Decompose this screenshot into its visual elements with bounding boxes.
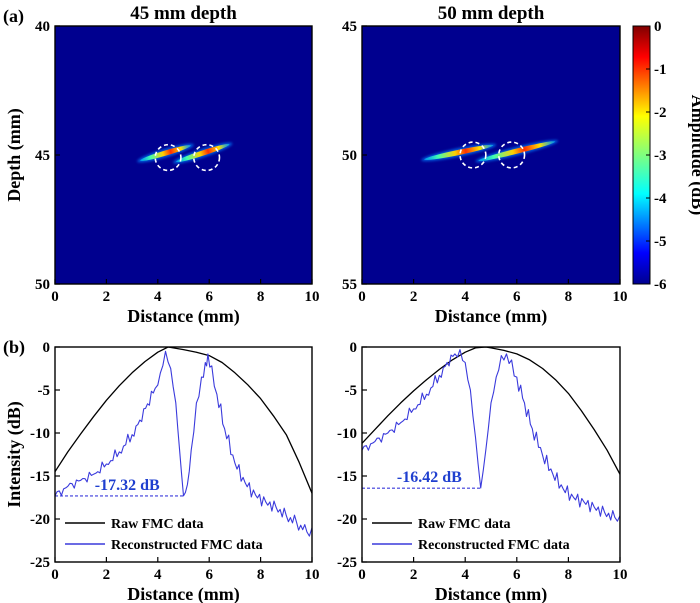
- chart-title: 45 mm depth: [130, 3, 237, 24]
- x-tick-label: 10: [305, 289, 320, 305]
- y-tick-label: -20: [337, 512, 357, 528]
- x-tick-label: 4: [461, 567, 469, 583]
- heatmap-streak: [421, 143, 497, 162]
- legend-entry: Reconstructed FMC data: [418, 538, 570, 553]
- y-tick-label: 45: [35, 148, 50, 164]
- panel-label-a: (a): [3, 6, 24, 27]
- defect-circle: [459, 141, 487, 169]
- line-chart-50mm: -16.42 dB Raw FMC data Reconstructed FMC d…: [337, 340, 628, 603]
- x-axis-label: Distance (mm): [435, 584, 547, 603]
- y-tick-label: -20: [30, 512, 50, 528]
- x-tick-label: 2: [103, 567, 111, 583]
- annotation-label: -16.42 dB: [397, 469, 462, 486]
- x-tick-label: 8: [565, 289, 573, 305]
- heatmap-background: [55, 26, 312, 284]
- y-tick-label: -25: [30, 555, 50, 571]
- x-tick-label: 8: [257, 567, 265, 583]
- colorbar-label: Amplitude (dB): [687, 95, 700, 216]
- x-tick-label: 2: [103, 289, 111, 305]
- x-tick-label: 10: [613, 567, 628, 583]
- line-chart-45mm: -17.32 dB Raw FMC data Reconstructed FMC d…: [4, 340, 320, 603]
- x-tick-label: 2: [410, 567, 418, 583]
- series-line-reconstructed: [362, 349, 620, 522]
- y-tick-label: -25: [337, 555, 357, 571]
- y-tick-label: 0: [350, 340, 358, 356]
- colorbar-tick-label: -3: [654, 148, 667, 164]
- series-group: [55, 347, 312, 537]
- y-tick-label: -10: [337, 426, 357, 442]
- colorbar-tick-label: -6: [654, 277, 667, 293]
- y-tick-label: 0: [43, 340, 51, 356]
- colorbar-tick-label: -2: [654, 105, 667, 121]
- x-tick-label: 8: [565, 567, 573, 583]
- plot-background: [362, 347, 620, 562]
- defect-circle: [497, 141, 526, 169]
- y-tick-label: 55: [342, 277, 357, 293]
- plot-frame: [361, 25, 621, 285]
- x-tick-label: 10: [305, 567, 320, 583]
- series-line-raw: [55, 347, 312, 494]
- y-axis-label: Intensity (dB): [4, 401, 25, 508]
- x-tick-label: 6: [513, 567, 521, 583]
- streak-core: [478, 141, 556, 162]
- y-tick-label: -10: [30, 426, 50, 442]
- heatmap-50mm: 0 2 4 6 8 10 45 50 55 Distance (mm) 50 mm depth: [342, 3, 628, 327]
- x-tick-label: 0: [358, 567, 366, 583]
- x-axis-label: Distance (mm): [127, 584, 239, 603]
- defect-circle: [154, 143, 182, 172]
- series-line-reconstructed: [55, 350, 312, 537]
- y-axis-label: Depth (mm): [4, 108, 25, 201]
- x-tick-label: 10: [613, 289, 628, 305]
- y-tick-label: -15: [30, 469, 50, 485]
- x-tick-label: 6: [205, 567, 213, 583]
- x-tick-label: 4: [461, 289, 469, 305]
- x-tick-label: 4: [154, 289, 162, 305]
- x-tick-label: 0: [51, 289, 59, 305]
- defect-circle: [192, 143, 221, 172]
- y-tick-label: 50: [342, 148, 357, 164]
- plot-frame: [361, 346, 621, 563]
- legend-entry: Raw FMC data: [111, 517, 204, 532]
- legend-entry: Raw FMC data: [418, 517, 511, 532]
- heatmap-45mm: 0 2 4 6 8 10 40 45 50 Distance (mm) Depth (mm) 45 m…: [4, 3, 320, 327]
- colorbar-tick-label: -4: [654, 191, 667, 207]
- x-axis-label: Distance (mm): [435, 306, 547, 327]
- x-tick-label: 6: [205, 289, 213, 305]
- heatmap-streak: [475, 140, 559, 163]
- x-tick-label: 8: [257, 289, 265, 305]
- plot-frame: [54, 25, 313, 285]
- y-tick-label: -15: [337, 469, 357, 485]
- x-tick-label: 0: [358, 289, 366, 305]
- plot-background: [55, 347, 312, 562]
- x-axis-label: Distance (mm): [127, 306, 239, 327]
- annotation-label: -17.32 dB: [95, 477, 160, 494]
- streak-core: [424, 144, 494, 160]
- colorbar: 0 -1 -2 -3 -4 -5 -6 Amplitude (dB): [632, 19, 700, 293]
- y-tick-label: 45: [342, 19, 357, 35]
- y-tick-label: -5: [345, 383, 358, 399]
- plot-frame: [54, 346, 313, 563]
- y-tick-label: 40: [35, 19, 50, 35]
- x-tick-label: 4: [154, 567, 162, 583]
- x-tick-label: 2: [410, 289, 418, 305]
- chart-title: 50 mm depth: [438, 3, 545, 24]
- colorbar-tick-label: -1: [654, 62, 667, 78]
- x-tick-label: 6: [513, 289, 521, 305]
- colorbar-tick-label: -5: [654, 234, 667, 250]
- legend-entry: Reconstructed FMC data: [111, 538, 263, 553]
- panel-label-b: (b): [3, 337, 25, 358]
- colorbar-tick-label: 0: [654, 19, 662, 35]
- y-tick-label: 50: [35, 277, 50, 293]
- x-tick-label: 0: [51, 567, 59, 583]
- y-tick-label: -5: [38, 383, 51, 399]
